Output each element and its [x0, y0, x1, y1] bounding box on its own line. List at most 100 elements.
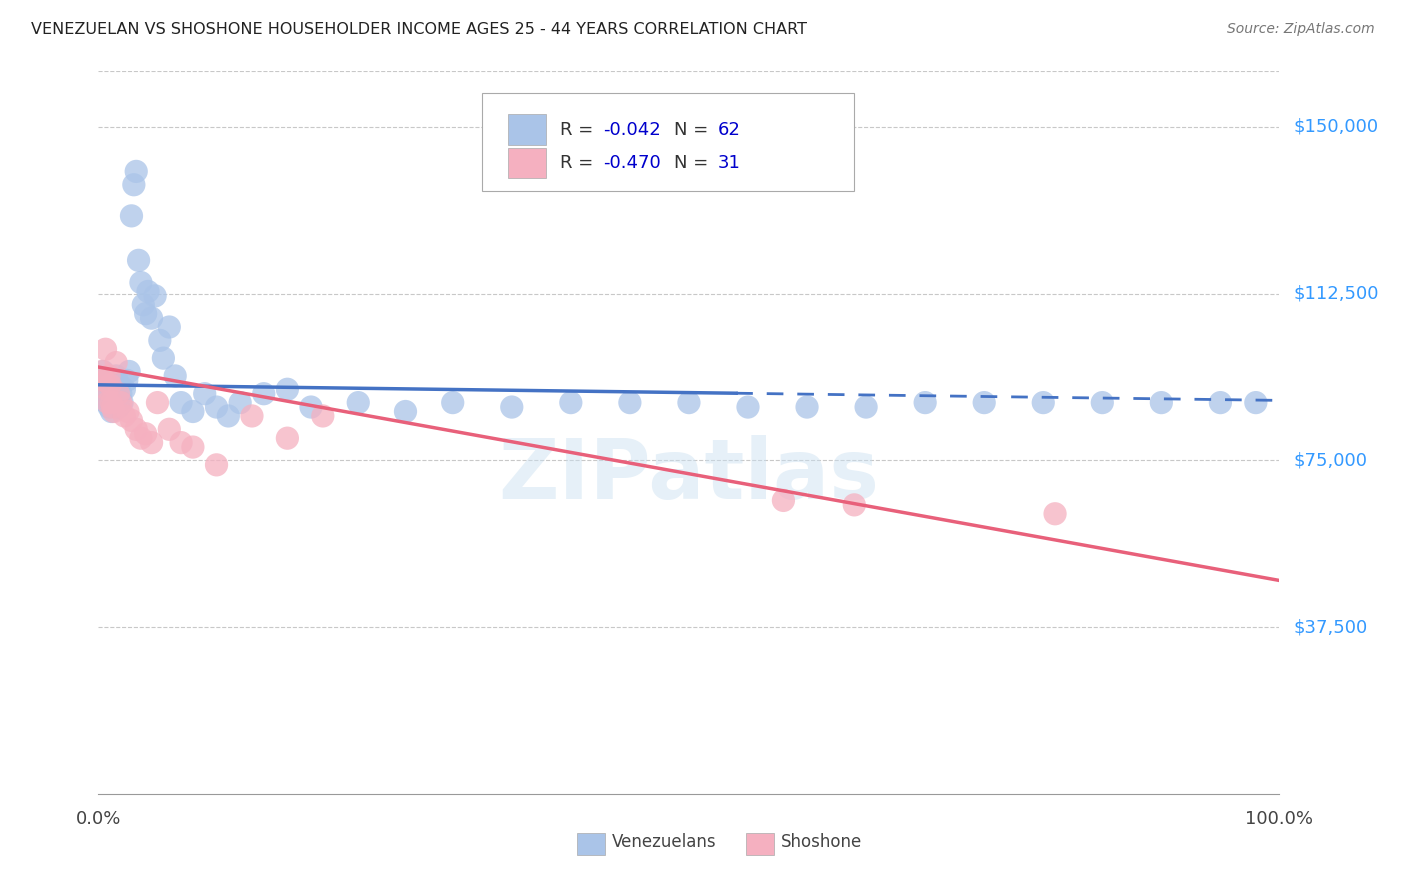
Point: [1244, 395, 1267, 409]
Point: [121, 209, 143, 223]
Point: [157, 320, 180, 334]
Point: [347, 395, 370, 409]
Text: N =: N =: [673, 120, 714, 138]
Point: [394, 404, 416, 418]
Point: [165, 368, 187, 383]
Point: [125, 422, 148, 436]
Point: [170, 435, 193, 450]
Point: [103, 404, 125, 418]
Point: [125, 164, 148, 178]
Point: [129, 431, 152, 445]
FancyBboxPatch shape: [508, 114, 546, 145]
Point: [129, 276, 152, 290]
Point: [181, 404, 204, 418]
Point: [1209, 395, 1232, 409]
Point: [112, 409, 135, 423]
Point: [1091, 395, 1114, 409]
FancyBboxPatch shape: [745, 833, 773, 855]
Text: Shoshone: Shoshone: [782, 833, 862, 851]
Point: [141, 311, 163, 326]
Point: [194, 386, 217, 401]
Point: [276, 382, 298, 396]
Point: [98, 377, 121, 392]
Point: [135, 307, 157, 321]
Point: [152, 351, 174, 366]
Text: $75,000: $75,000: [1294, 451, 1368, 469]
Text: 62: 62: [717, 120, 740, 138]
Point: [117, 404, 139, 418]
Point: [844, 498, 866, 512]
Point: [98, 368, 121, 383]
Point: [107, 386, 129, 401]
Point: [205, 458, 228, 472]
Point: [312, 409, 335, 423]
Point: [855, 400, 877, 414]
Point: [501, 400, 523, 414]
Point: [135, 426, 157, 441]
Point: [146, 395, 169, 409]
Point: [157, 422, 180, 436]
Point: [122, 178, 145, 192]
Point: [101, 400, 124, 414]
Point: [115, 373, 138, 387]
Point: [299, 400, 322, 414]
Text: $150,000: $150,000: [1294, 118, 1379, 136]
Text: Venezuelans: Venezuelans: [612, 833, 717, 851]
Text: N =: N =: [673, 154, 714, 172]
FancyBboxPatch shape: [508, 148, 546, 178]
Text: R =: R =: [560, 120, 599, 138]
Point: [98, 382, 121, 396]
Text: -0.470: -0.470: [603, 154, 661, 172]
Text: $112,500: $112,500: [1294, 285, 1379, 302]
Point: [276, 431, 298, 445]
Point: [914, 395, 936, 409]
Point: [101, 373, 124, 387]
Point: [136, 285, 159, 299]
Point: [96, 395, 118, 409]
Text: VENEZUELAN VS SHOSHONE HOUSEHOLDER INCOME AGES 25 - 44 YEARS CORRELATION CHART: VENEZUELAN VS SHOSHONE HOUSEHOLDER INCOM…: [31, 22, 807, 37]
Point: [772, 493, 794, 508]
Point: [91, 382, 114, 396]
Text: ZIPatlas: ZIPatlas: [499, 435, 879, 516]
Text: R =: R =: [560, 154, 599, 172]
Point: [97, 395, 120, 409]
Point: [678, 395, 700, 409]
Point: [253, 386, 276, 401]
Point: [111, 395, 134, 409]
Point: [229, 395, 252, 409]
Point: [110, 386, 132, 401]
Point: [97, 386, 120, 401]
FancyBboxPatch shape: [576, 833, 605, 855]
Point: [100, 404, 122, 418]
Point: [143, 289, 166, 303]
Point: [105, 391, 128, 405]
Point: [93, 377, 115, 392]
Point: [217, 409, 239, 423]
Point: [1043, 507, 1066, 521]
Text: 31: 31: [717, 154, 740, 172]
Point: [94, 391, 117, 405]
Point: [973, 395, 995, 409]
Point: [110, 395, 132, 409]
Point: [91, 364, 114, 378]
Point: [619, 395, 641, 409]
Text: $37,500: $37,500: [1294, 618, 1368, 636]
Point: [118, 364, 141, 378]
Point: [107, 400, 129, 414]
Point: [181, 440, 204, 454]
Point: [100, 395, 122, 409]
Point: [1150, 395, 1173, 409]
FancyBboxPatch shape: [482, 93, 855, 191]
Point: [141, 435, 163, 450]
Point: [128, 253, 150, 268]
Point: [121, 413, 143, 427]
Point: [108, 377, 131, 392]
Point: [105, 355, 128, 369]
Point: [104, 395, 127, 409]
Point: [94, 343, 117, 357]
Text: Source: ZipAtlas.com: Source: ZipAtlas.com: [1227, 22, 1375, 37]
Point: [90, 373, 112, 387]
Point: [103, 386, 125, 401]
Point: [796, 400, 818, 414]
Point: [441, 395, 464, 409]
